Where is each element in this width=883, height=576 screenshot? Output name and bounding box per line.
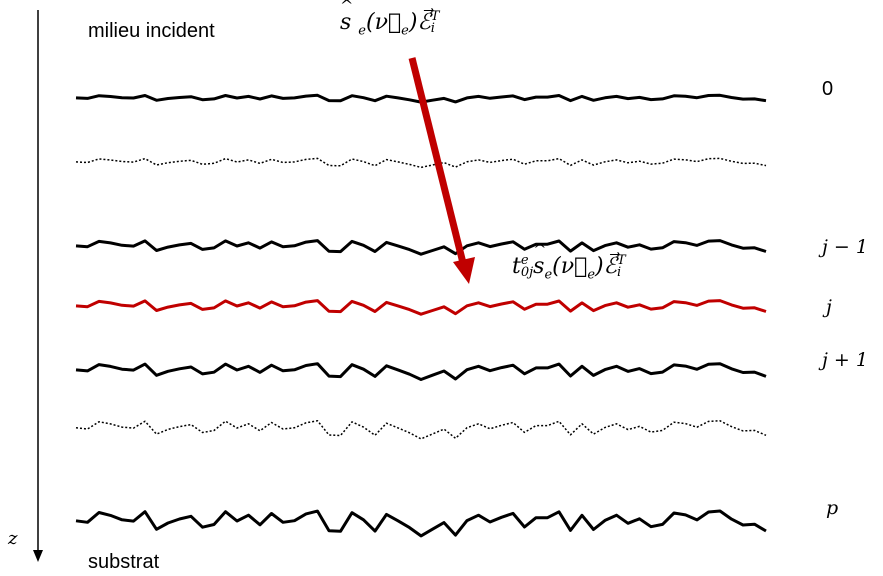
formula-nu-sub: e [587, 267, 596, 283]
interface-label-p: p [826, 497, 839, 519]
formula-hat: ^ [533, 240, 547, 259]
formula-hat: ^ [340, 0, 354, 15]
formula-nu: (ν⃗ [366, 10, 402, 35]
interface-label-j-minus-1: j − 1 [822, 236, 868, 258]
interface-lines [75, 93, 767, 538]
formula-E-sub: i [616, 265, 622, 280]
formula-E-sup: T [616, 253, 626, 268]
formula-paren: ) [408, 10, 418, 35]
interface-p [75, 509, 767, 538]
formula-s-sub: e [358, 23, 366, 39]
interface-label-0: 0 [822, 78, 834, 100]
interface-j [75, 299, 767, 316]
propagation-arrow-head [453, 257, 475, 284]
z-axis-arrowhead [33, 550, 43, 562]
formula-t: t [512, 254, 521, 279]
formula-t-sup: e [520, 253, 529, 268]
interface-label-j: j [826, 296, 832, 318]
formula-nu-sub: e [401, 23, 409, 39]
formula-t-sub: 0j [520, 265, 534, 280]
propagation-arrow [408, 57, 475, 284]
interface-j-minus-1 [75, 239, 767, 256]
formula-E-sup: T [430, 9, 440, 24]
formula-E: ℰ⃗ [417, 10, 431, 35]
interface-label-j-plus-1: j + 1 [822, 349, 868, 371]
formula-s: s [340, 10, 352, 35]
interface-dotted-upper [75, 157, 767, 169]
formula-s-sub: e [544, 267, 553, 283]
interface-dotted-lower [75, 420, 767, 440]
formula-paren: ) [595, 254, 604, 279]
formula-nu: (ν⃗ [552, 254, 588, 279]
z-axis-label: z [8, 528, 18, 549]
propagation-arrow-shaft [408, 57, 467, 264]
formula-s: s [533, 254, 545, 279]
interface-j-plus-1 [75, 362, 767, 381]
formula-E-sub: i [430, 21, 435, 36]
formula-E: ℰ⃗ [603, 254, 617, 279]
incident-medium-label: milieu incident [88, 20, 215, 42]
substrate-label: substrat [88, 551, 160, 573]
